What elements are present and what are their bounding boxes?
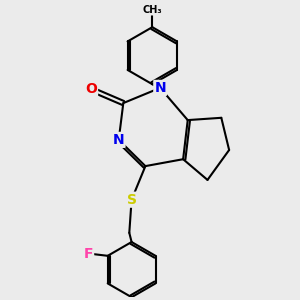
Text: N: N <box>113 133 124 147</box>
Text: N: N <box>154 81 166 95</box>
Text: F: F <box>84 247 93 260</box>
Text: S: S <box>127 193 136 207</box>
Text: O: O <box>85 82 97 96</box>
Text: CH₃: CH₃ <box>142 5 162 15</box>
